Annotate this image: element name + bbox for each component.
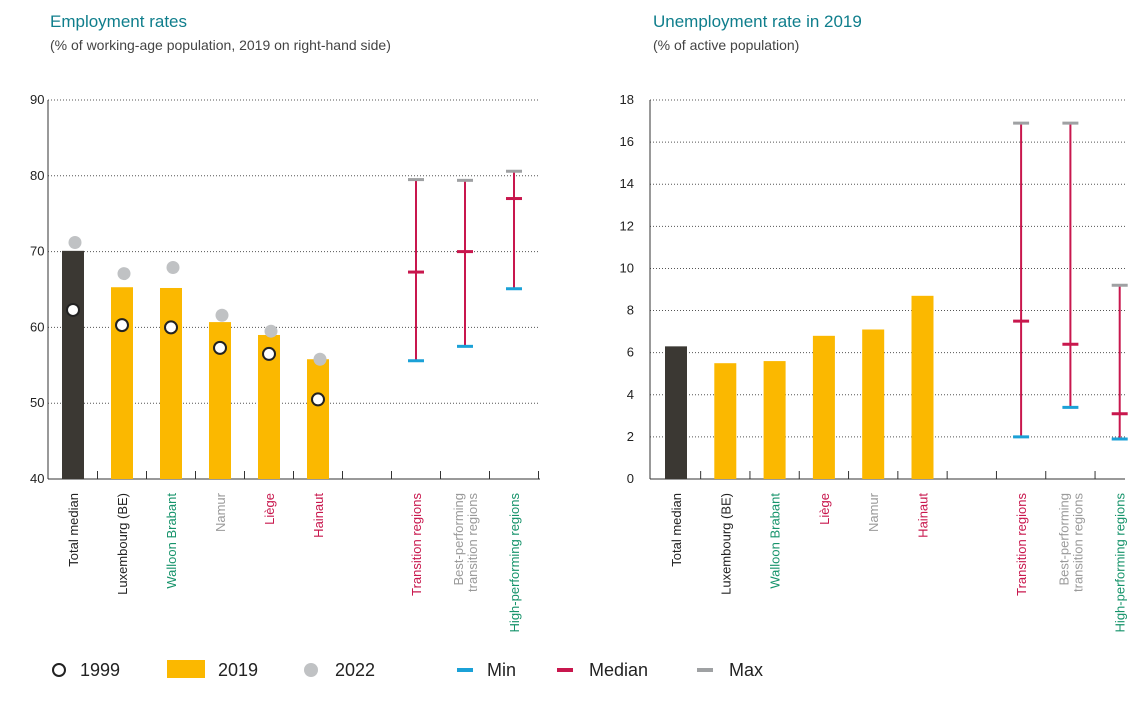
category-label-line: Total median bbox=[669, 493, 684, 567]
legend-median-swatch bbox=[557, 668, 573, 672]
category-label: Liège bbox=[817, 493, 832, 525]
category-label-line: Hainaut bbox=[311, 493, 326, 538]
bar-2019 bbox=[111, 287, 133, 479]
legend-max-label: Max bbox=[729, 660, 763, 680]
legend-min-label: Min bbox=[487, 660, 516, 680]
point-1999 bbox=[66, 302, 80, 317]
point-1999 bbox=[311, 392, 325, 407]
category-label-line: transition regions bbox=[1070, 493, 1085, 592]
legend: 1999 2019 2022 Min Median Max bbox=[52, 660, 763, 680]
y-tick-label: 4 bbox=[627, 387, 634, 402]
category-label-line: Transition regions bbox=[409, 493, 424, 596]
category-label-line: Best-performing bbox=[451, 493, 466, 585]
bar-2019 bbox=[862, 329, 885, 479]
y-tick-label: 50 bbox=[30, 395, 44, 410]
y-tick-label: 60 bbox=[30, 319, 44, 334]
y-tick-label: 18 bbox=[620, 92, 634, 107]
y-tick-label: 40 bbox=[30, 471, 44, 486]
category-label: Hainaut bbox=[916, 493, 931, 538]
category-label-line: transition regions bbox=[465, 493, 480, 592]
category-label: Walloon Brabant bbox=[164, 493, 179, 589]
category-label: Luxembourg (BE) bbox=[718, 493, 733, 595]
bar-2019 bbox=[209, 322, 231, 479]
bar-2019 bbox=[714, 363, 737, 479]
bar-total-median bbox=[62, 250, 84, 479]
category-label-line: Walloon Brabant bbox=[768, 493, 783, 589]
chart1-title: Employment rates bbox=[50, 12, 187, 31]
point-1999 bbox=[164, 320, 178, 335]
category-label-line: Liège bbox=[262, 493, 277, 525]
y-tick-label: 8 bbox=[627, 303, 634, 318]
y-tick-label: 70 bbox=[30, 244, 44, 259]
category-label: Transition regions bbox=[1014, 493, 1029, 596]
category-label: Namur bbox=[213, 492, 228, 532]
category-label: Best-performingtransition regions bbox=[451, 493, 480, 592]
category-label: Namur bbox=[866, 492, 881, 532]
bar-2019 bbox=[763, 361, 786, 479]
point-2022 bbox=[313, 352, 327, 366]
category-label: Total median bbox=[66, 493, 81, 567]
category-label-line: Total median bbox=[66, 493, 81, 567]
category-label-line: Hainaut bbox=[916, 493, 931, 538]
y-tick-label: 80 bbox=[30, 168, 44, 183]
legend-2022-marker bbox=[304, 663, 318, 677]
chart1-subtitle: (% of working-age population, 2019 on ri… bbox=[50, 37, 391, 53]
point-2022 bbox=[68, 236, 82, 250]
point-1999 bbox=[213, 340, 227, 355]
unemployment-chart: 0 2 4 6 8 10 12 14 16 18 Total median Luxembourg (B… bbox=[620, 92, 1128, 632]
y-tick-label: 0 bbox=[627, 471, 634, 486]
category-label-line: High-performing regions bbox=[1113, 493, 1128, 633]
y-tick-label: 2 bbox=[627, 429, 634, 444]
y-tick-label: 16 bbox=[620, 134, 634, 149]
employment-chart: 40 50 60 70 80 90 Total median Luxembourg (BE) W… bbox=[30, 92, 540, 632]
legend-median-label: Median bbox=[589, 660, 648, 680]
category-label-line: Liège bbox=[817, 493, 832, 525]
legend-2022-label: 2022 bbox=[335, 660, 375, 680]
legend-1999-marker bbox=[52, 663, 66, 677]
y-tick-label: 90 bbox=[30, 92, 44, 107]
category-label: Transition regions bbox=[409, 493, 424, 596]
category-label-line: Luxembourg (BE) bbox=[115, 493, 130, 595]
category-label-line: Best-performing bbox=[1056, 493, 1071, 585]
y-tick-label: 12 bbox=[620, 218, 634, 233]
legend-max-swatch bbox=[697, 668, 713, 672]
bar-2019 bbox=[307, 359, 329, 479]
point-2022 bbox=[117, 267, 131, 281]
point-2022 bbox=[215, 308, 229, 322]
category-label-line: Namur bbox=[213, 492, 228, 532]
category-label-line: Walloon Brabant bbox=[164, 493, 179, 589]
bar-2019 bbox=[911, 295, 934, 479]
y-tick-label: 14 bbox=[620, 176, 634, 191]
category-label: Luxembourg (BE) bbox=[115, 493, 130, 595]
category-label-line: High-performing regions bbox=[507, 493, 522, 633]
bar-2019 bbox=[812, 335, 835, 479]
point-2022 bbox=[264, 324, 278, 338]
category-label: Liège bbox=[262, 493, 277, 525]
point-2022 bbox=[166, 261, 180, 275]
legend-2019-swatch bbox=[167, 660, 205, 678]
category-label: Best-performingtransition regions bbox=[1056, 493, 1085, 592]
chart2-title: Unemployment rate in 2019 bbox=[653, 12, 862, 31]
point-1999 bbox=[262, 346, 276, 361]
y-tick-label: 6 bbox=[627, 345, 634, 360]
category-label-line: Luxembourg (BE) bbox=[718, 493, 733, 595]
category-label-line: Namur bbox=[866, 492, 881, 532]
category-label-line: Transition regions bbox=[1014, 493, 1029, 596]
legend-1999-label: 1999 bbox=[80, 660, 120, 680]
category-label: Total median bbox=[669, 493, 684, 567]
category-label: High-performing regions bbox=[1113, 493, 1128, 633]
bar-total-median bbox=[665, 346, 687, 479]
legend-min-swatch bbox=[457, 668, 473, 672]
category-label: High-performing regions bbox=[507, 493, 522, 633]
chart2-subtitle: (% of active population) bbox=[653, 37, 799, 53]
point-1999 bbox=[115, 318, 129, 333]
category-label: Walloon Brabant bbox=[768, 493, 783, 589]
y-tick-label: 10 bbox=[620, 260, 634, 275]
bar-2019 bbox=[258, 334, 280, 479]
legend-2019-label: 2019 bbox=[218, 660, 258, 680]
bar-2019 bbox=[160, 287, 182, 479]
category-label: Hainaut bbox=[311, 493, 326, 538]
